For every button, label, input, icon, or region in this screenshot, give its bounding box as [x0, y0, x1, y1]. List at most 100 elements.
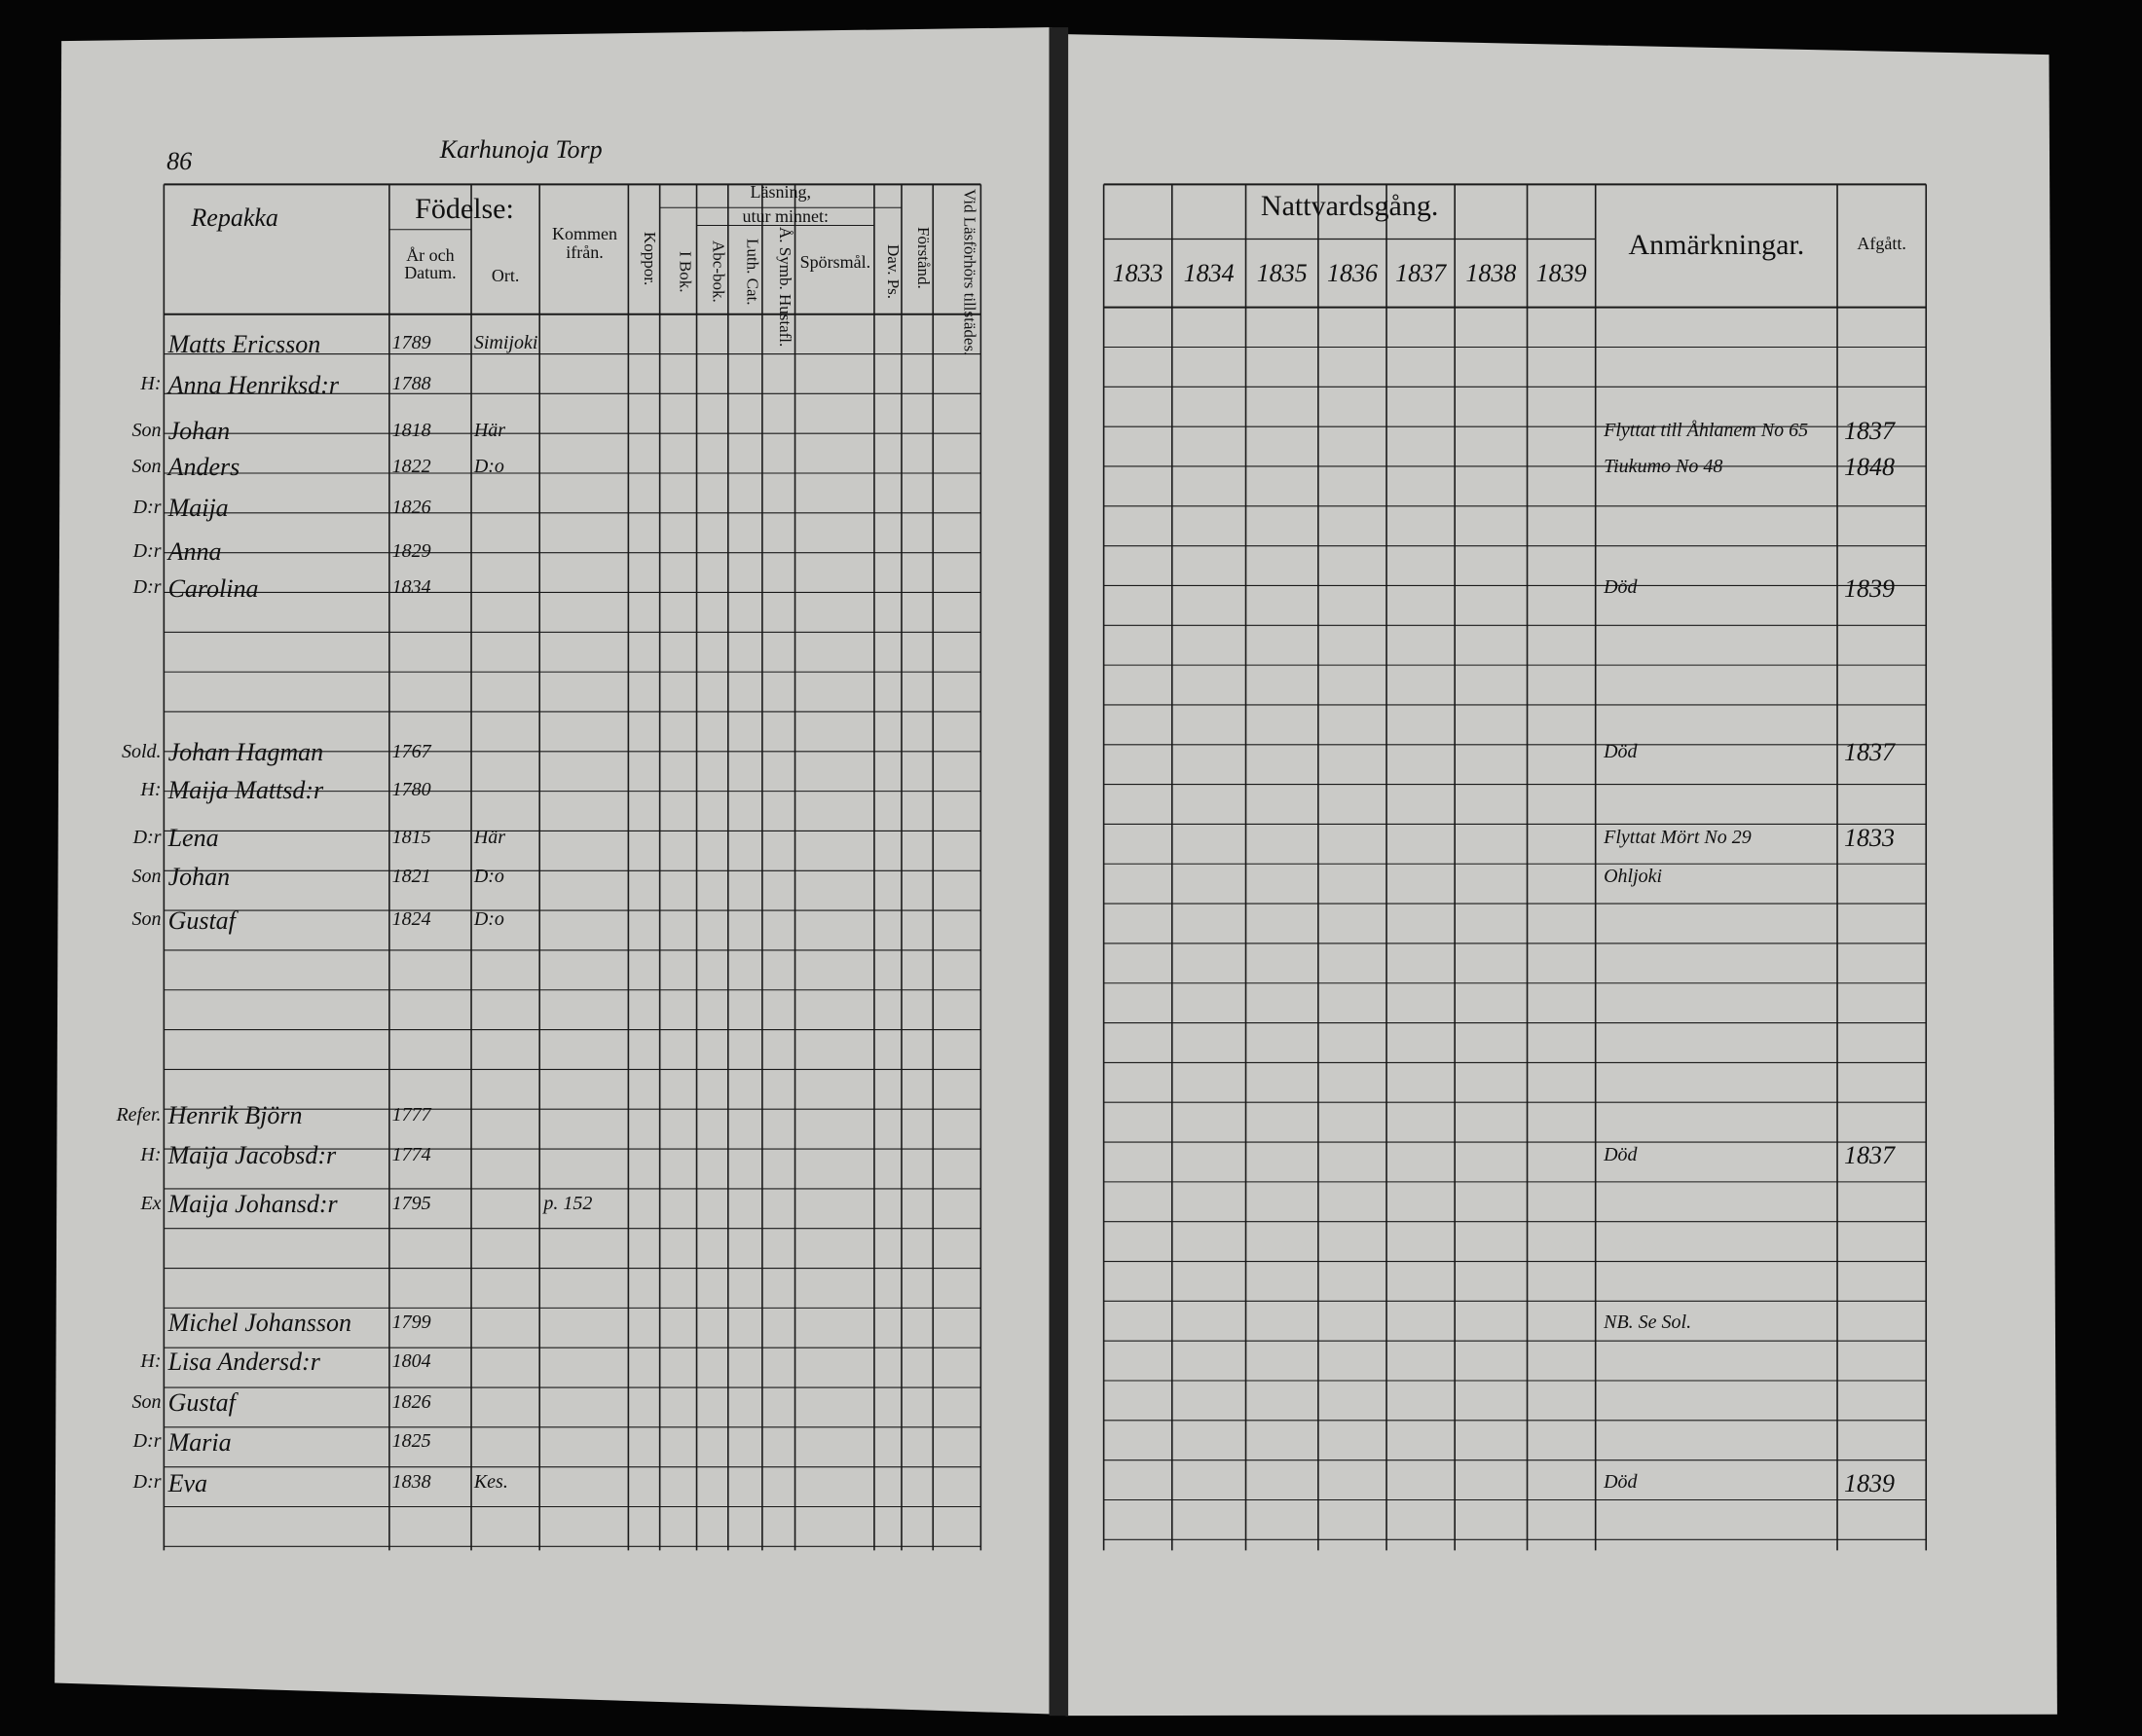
person-name: Matts Ericsson — [167, 329, 321, 358]
birth-place: Här — [473, 827, 506, 849]
birth-year: 1826 — [391, 1390, 431, 1413]
departed-year: 1839 — [1844, 573, 1896, 603]
year-header: 1838 — [1465, 258, 1517, 287]
header-by-heart: utur minnet: — [742, 206, 829, 227]
remark: Flyttat till Åhlanem No 65 — [1604, 420, 1809, 442]
person-role: D:r — [132, 1471, 162, 1494]
person-role: Son — [131, 865, 162, 887]
remark: Tiukumo No 48 — [1604, 455, 1723, 477]
person-role: H: — [140, 1349, 162, 1372]
person-name: Maria — [167, 1427, 232, 1457]
header-catechism: Luth. Cat. — [743, 238, 762, 306]
departed-year: 1839 — [1844, 1468, 1896, 1497]
person-role: D:r — [132, 576, 162, 599]
person-role: D:r — [132, 1430, 162, 1453]
page-title: Karhunoja Torp — [439, 135, 603, 165]
person-role: D:r — [132, 827, 162, 849]
remark: Död — [1604, 1471, 1638, 1494]
person-name: Anna Henriksd:r — [167, 370, 340, 399]
person-name: Lisa Andersd:r — [167, 1347, 320, 1376]
person-role: Refer. — [116, 1104, 162, 1127]
birth-year: 1804 — [391, 1349, 431, 1372]
header-questions: Spörsmål. — [799, 251, 871, 272]
person-name: Eva — [167, 1468, 207, 1497]
birth-place: Simijoki — [473, 332, 538, 354]
header-from: Kommen ifrån. — [551, 224, 617, 263]
header-date: År och Datum. — [404, 244, 457, 283]
header-book: I Bok. — [676, 250, 695, 293]
right-page — [1065, 34, 2057, 1717]
birth-year: 1834 — [391, 576, 431, 599]
header-communion: Nattvardsgång. — [1260, 190, 1439, 223]
person-role: Son — [131, 908, 162, 931]
person-name: Gustaf — [167, 905, 236, 935]
departed-year: 1837 — [1844, 738, 1896, 767]
departed-year: 1837 — [1844, 1140, 1896, 1169]
person-name: Johan — [167, 862, 231, 891]
departed-year: 1833 — [1844, 824, 1896, 853]
birth-year: 1789 — [391, 332, 431, 354]
birth-year: 1826 — [391, 496, 431, 518]
person-name: Lena — [167, 824, 219, 853]
header-place: Ort. — [491, 265, 520, 285]
person-role: Son — [131, 455, 162, 477]
birth-year: 1829 — [391, 539, 431, 562]
header-examination: Vid Läsförhörs tillstädes. — [960, 188, 979, 355]
person-role: H: — [140, 1143, 162, 1165]
birth-year: 1799 — [391, 1311, 431, 1334]
remark: Död — [1604, 1143, 1638, 1165]
birth-place: Här — [473, 420, 506, 442]
departed-year: 1837 — [1844, 417, 1896, 446]
person-name: Michel Johansson — [167, 1309, 352, 1338]
person-name: Johan Hagman — [167, 738, 324, 767]
remark: Död — [1604, 576, 1638, 599]
person-name: Johan — [167, 417, 231, 446]
remark: Död — [1604, 740, 1638, 762]
birth-year: 1795 — [391, 1193, 431, 1215]
spine-shadow — [1049, 27, 1069, 1717]
person-role: H: — [140, 779, 162, 801]
header-reading: Läsning, — [750, 182, 812, 202]
person-role: Sold. — [121, 740, 162, 762]
header-psalms: Dav. Ps. — [883, 244, 903, 300]
person-name: Gustaf — [167, 1387, 236, 1417]
birth-year: 1780 — [391, 779, 431, 801]
person-name: Maija Johansd:r — [167, 1190, 338, 1219]
birth-year: 1774 — [391, 1143, 431, 1165]
birth-year: 1818 — [391, 420, 431, 442]
header-departed: Afgått. — [1857, 234, 1906, 254]
year-header: 1835 — [1256, 258, 1308, 287]
header-abc: Abc-bok. — [709, 240, 728, 304]
page-number: 86 — [166, 146, 193, 175]
year-header: 1834 — [1183, 258, 1235, 287]
birth-year: 1767 — [391, 740, 431, 762]
birth-year: 1788 — [391, 373, 431, 395]
village-name: Repakka — [191, 203, 278, 233]
birth-place: Kes. — [473, 1471, 508, 1494]
remark: NB. Se Sol. — [1604, 1311, 1692, 1334]
header-birth: Födelse: — [415, 193, 514, 226]
birth-place: D:o — [473, 455, 504, 477]
header-remarks: Anmärkningar. — [1628, 228, 1805, 261]
birth-place: D:o — [473, 908, 504, 931]
birth-year: 1777 — [391, 1104, 431, 1127]
year-header: 1833 — [1112, 258, 1163, 287]
birth-year: 1821 — [391, 865, 431, 887]
year-header: 1836 — [1326, 258, 1378, 287]
person-role: H: — [140, 373, 162, 395]
remark: Ohljoki — [1604, 865, 1663, 887]
header-understanding: Förstånd. — [913, 227, 933, 290]
remark: Flyttat Mört No 29 — [1604, 827, 1752, 849]
birth-year: 1824 — [391, 908, 431, 931]
person-role: Son — [131, 420, 162, 442]
person-name: Anders — [167, 452, 240, 481]
person-name: Anna — [167, 536, 222, 566]
person-name: Carolina — [167, 573, 259, 603]
person-role: Son — [131, 1390, 162, 1413]
person-role: D:r — [132, 539, 162, 562]
person-role: D:r — [132, 496, 162, 518]
person-name: Maija Mattsd:r — [167, 776, 324, 805]
header-pox: Koppor. — [641, 231, 660, 285]
person-name: Maija Jacobsd:r — [167, 1140, 337, 1169]
